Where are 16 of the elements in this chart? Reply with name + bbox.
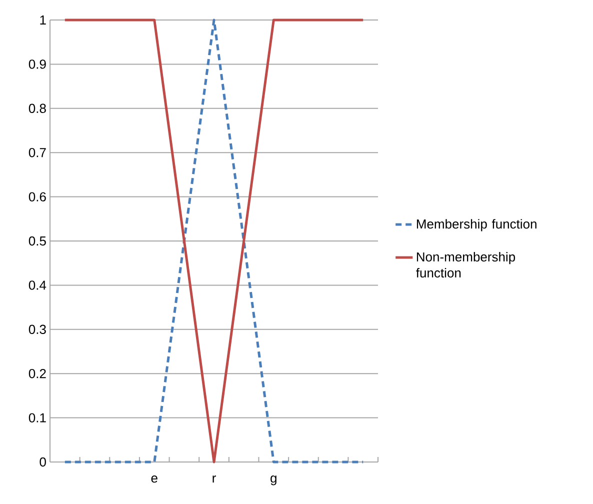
- y-tick-label: 0.9: [28, 60, 46, 69]
- y-tick-label: 0.2: [28, 368, 46, 378]
- legend-label: Non-membership function: [416, 252, 516, 278]
- y-tick-label: 0.6: [28, 192, 46, 202]
- x-tick-label: g: [270, 476, 276, 486]
- y-tick-label: 0.1: [28, 413, 46, 422]
- y-tick-label: 1: [40, 16, 46, 24]
- legend-label: Membership function: [416, 219, 536, 232]
- x-tick-label: r: [212, 476, 216, 483]
- y-tick-label: 0.7: [28, 148, 46, 158]
- y-tick-label: 0.3: [28, 324, 46, 334]
- x-tick-label: e: [151, 476, 158, 483]
- y-tick-label: 0.8: [28, 104, 46, 113]
- y-tick-label: 0: [40, 457, 46, 467]
- y-tick-label: 0.4: [28, 280, 46, 290]
- y-tick-label: 0.5: [28, 236, 46, 246]
